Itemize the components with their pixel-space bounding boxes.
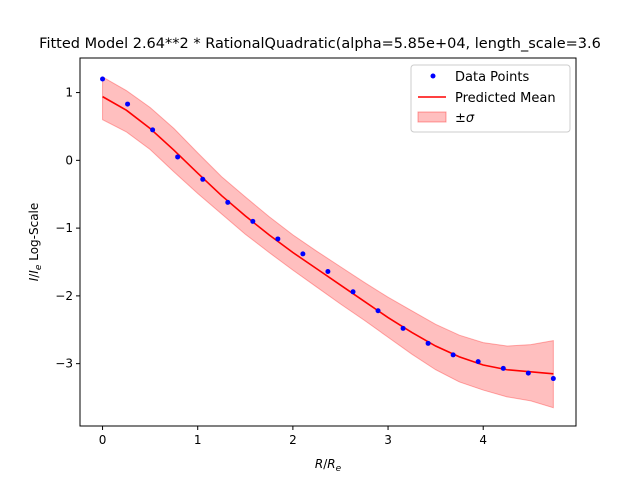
data-point-16 xyxy=(500,365,506,371)
y-axis-label-i: I xyxy=(27,277,41,281)
data-point-4 xyxy=(200,176,206,182)
x-tick-label-2: 2 xyxy=(289,433,297,447)
data-point-13 xyxy=(425,340,431,346)
y-tick-label-0: 0 xyxy=(65,153,73,167)
data-point-18 xyxy=(550,376,556,382)
x-axis-label-sub: e xyxy=(336,464,342,474)
legend-frame xyxy=(410,64,571,133)
data-point-10 xyxy=(350,289,356,295)
legend: Data Points Predicted Mean ±σ xyxy=(410,64,571,133)
chart-title: Fitted Model 2.64**2 * RationalQuadratic… xyxy=(39,36,601,52)
x-axis-label: R/Re xyxy=(315,457,342,474)
x-tick-label-1: 1 xyxy=(194,433,202,447)
legend-label-data-points: Data Points xyxy=(455,70,529,85)
y-axis-label-rest: Log-Scale xyxy=(27,203,41,265)
y-axis-label-sub: e xyxy=(34,264,44,270)
legend-label-predicted-mean: Predicted Mean xyxy=(455,91,556,106)
legend-label-sigma: ±σ xyxy=(455,111,475,126)
data-point-2 xyxy=(150,127,156,133)
data-point-7 xyxy=(275,236,281,242)
y-axis-label-i2: I xyxy=(27,270,41,274)
data-point-0 xyxy=(100,76,106,82)
x-axis-label-r: R xyxy=(315,457,323,471)
plot-area xyxy=(100,76,556,409)
data-point-5 xyxy=(225,199,231,205)
y-tick-label--3: −3 xyxy=(55,357,73,371)
data-point-1 xyxy=(125,101,131,107)
data-point-3 xyxy=(175,154,181,160)
data-point-17 xyxy=(525,370,531,376)
y-tick-label--2: −2 xyxy=(55,289,73,303)
axes: 0 1 2 3 4 −3 −2 −1 0 1 xyxy=(55,57,577,447)
sigma-band xyxy=(102,76,554,409)
data-point-15 xyxy=(475,359,481,365)
y-axis-label-slash: / xyxy=(27,273,41,278)
y-tick-label-1: 1 xyxy=(65,86,73,100)
data-point-11 xyxy=(375,308,381,314)
legend-marker-data-points xyxy=(430,73,436,79)
x-axis-label-slash: / xyxy=(323,457,328,471)
data-point-14 xyxy=(450,352,456,358)
axes-frame xyxy=(79,57,577,427)
legend-marker-sigma-band xyxy=(417,111,447,123)
data-point-8 xyxy=(300,251,306,257)
x-tick-label-4: 4 xyxy=(479,433,487,447)
x-axis-label-r2: R xyxy=(327,457,335,471)
data-point-6 xyxy=(250,218,256,224)
data-point-9 xyxy=(325,268,331,274)
y-axis-label: I/Ie Log-Scale xyxy=(27,203,44,282)
x-tick-label-3: 3 xyxy=(384,433,392,447)
data-point-12 xyxy=(400,325,406,331)
x-tick-label-0: 0 xyxy=(99,433,107,447)
y-tick-label--1: −1 xyxy=(55,221,73,235)
